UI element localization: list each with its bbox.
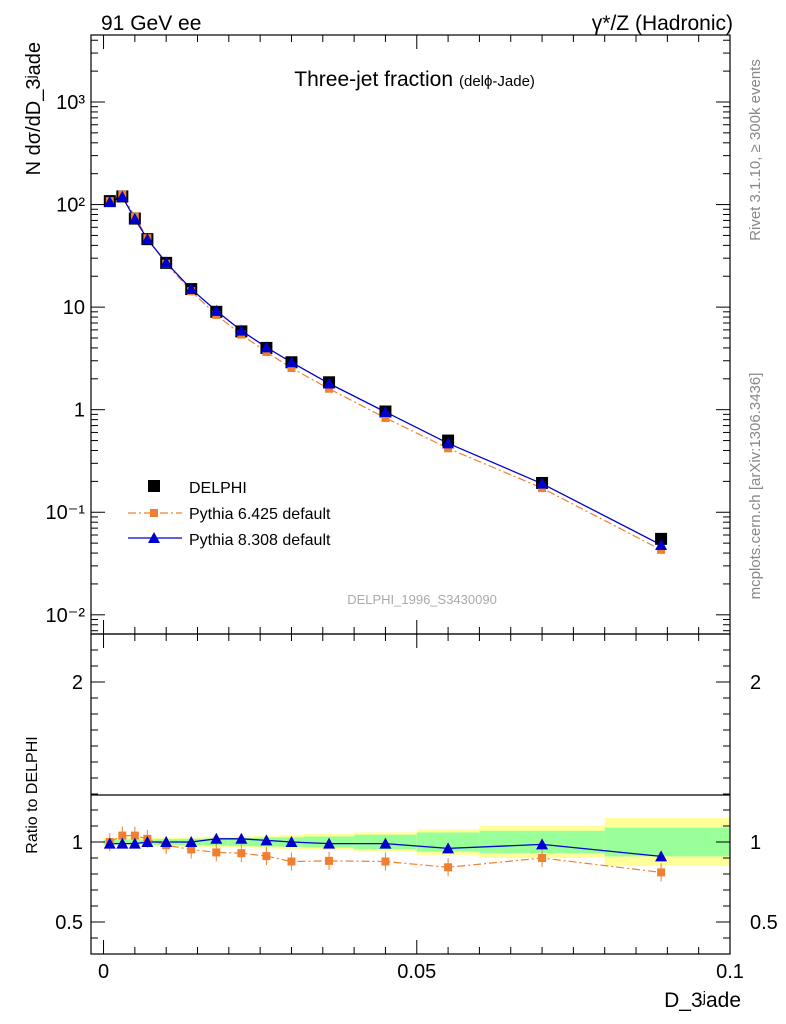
x-tick-label: 0.1 <box>716 961 744 983</box>
ratio-point-pythia8 <box>285 836 298 847</box>
data-point-pythia6 <box>287 363 296 372</box>
ratio-point-pythia6 <box>237 849 246 858</box>
legend-label-delphi: DELPHI <box>189 480 247 497</box>
ratio-point-pythia8 <box>116 837 129 849</box>
data-point-pythia8 <box>185 283 198 295</box>
rivet-version-label: Rivet 3.1.10, ≥ 300k events <box>747 59 764 241</box>
legend-label-pythia6: Pythia 6.425 default <box>189 506 331 523</box>
data-point-pythia8 <box>323 377 336 389</box>
ratio-y-tick-label: 2 <box>72 672 83 694</box>
y-tick-label: 10² <box>56 195 85 217</box>
data-point-pythia8 <box>260 341 273 353</box>
ratio-bands <box>103 818 730 866</box>
ratio-point-pythia6 <box>187 845 196 854</box>
x-tick-label: 0 <box>98 961 109 983</box>
ratio-point-pythia8 <box>103 837 116 849</box>
ratio-point-pythia8 <box>141 836 154 847</box>
ratio-axes: 0.5 0.5 1 1 2 2 0 0.05 0.1 <box>55 634 778 983</box>
ratio-point-pythia8 <box>379 837 392 849</box>
data-point-pythia6 <box>325 384 334 393</box>
ratio-panel: 0.5 0.5 1 1 2 2 0 0.05 0.1 Ratio to DELPHI D_3ʲa… <box>24 633 778 1012</box>
ratio-point-pythia8 <box>210 832 223 844</box>
ratio-point-pythia8 <box>128 837 141 849</box>
header-left: 91 GeV ee <box>101 12 201 35</box>
ratio-y-tick-label-right: 0.5 <box>750 912 778 934</box>
ratio-point-pythia6 <box>657 868 666 877</box>
legend-marker-pythia8 <box>148 532 160 543</box>
watermark: DELPHI_1996_S3430090 <box>347 592 497 607</box>
ratio-point-pythia6 <box>444 863 453 872</box>
ratio-y-tick-label-right: 1 <box>750 832 761 854</box>
legend-marker-delphi <box>148 480 160 492</box>
x-tick-label: 0.05 <box>397 961 436 983</box>
ratio-y-tick-label: 0.5 <box>55 912 83 934</box>
mcplots-label: mcplots.cern.ch [arXiv:1306.3436] <box>747 373 764 600</box>
ratio-band-green <box>604 827 730 857</box>
main-panel: Three-jet fraction (delϕ-Jade) N dσ/dD_3… <box>23 34 731 635</box>
y-tick-label: 1 <box>74 400 85 422</box>
data-point-pythia8 <box>379 405 392 417</box>
data-point-delphi <box>655 532 668 545</box>
data-point-pythia8 <box>536 477 549 489</box>
ratio-point-pythia6 <box>287 857 296 866</box>
data-point-pythia8 <box>116 190 129 202</box>
ratio-point-pythia8 <box>235 832 248 844</box>
data-point-pythia8 <box>103 195 116 207</box>
ratio-point-pythia8 <box>185 836 198 847</box>
data-point-pythia8 <box>235 324 248 336</box>
chart-title: Three-jet fraction <box>294 68 453 91</box>
ratio-point-pythia6 <box>325 856 334 865</box>
ratio-point-pythia8 <box>442 842 455 854</box>
main-frame <box>90 34 731 635</box>
ratio-series <box>103 826 668 882</box>
data-point-pythia8 <box>442 437 455 449</box>
ratio-point-pythia6 <box>381 857 390 866</box>
x-axis-label: D_3ʲade <box>664 989 741 1012</box>
ratio-point-pythia8 <box>323 837 336 849</box>
data-point-pythia8 <box>285 356 298 368</box>
y-tick-label: 10 <box>63 297 85 319</box>
y-tick-label: 10⁻² <box>46 605 86 627</box>
y-tick-label: 10⁻¹ <box>46 502 86 524</box>
ratio-point-pythia8 <box>260 834 273 846</box>
data-point-pythia6 <box>381 413 390 422</box>
ratio-point-pythia6 <box>130 831 139 840</box>
ratio-point-pythia8 <box>160 836 173 847</box>
data-point-pythia8 <box>655 538 668 550</box>
ratio-y-tick-label: 1 <box>72 832 83 854</box>
ratio-frame <box>90 633 731 955</box>
data-point-pythia8 <box>210 304 223 316</box>
y-axis-label: N dσ/dD_3ʲade <box>23 42 45 175</box>
ratio-point-pythia8 <box>655 850 668 862</box>
main-series <box>103 190 668 554</box>
data-point-pythia8 <box>141 233 154 245</box>
data-point-pythia6 <box>444 444 453 453</box>
ratio-y-axis-label: Ratio to DELPHI <box>24 736 41 853</box>
main-axes: 10⁻² 10⁻¹ 1 10 10² 10³ <box>46 35 731 634</box>
legend-label-pythia8: Pythia 8.308 default <box>189 532 331 549</box>
chart-subtitle: (delϕ-Jade) <box>459 73 535 90</box>
y-tick-label: 10³ <box>56 92 85 114</box>
ratio-point-pythia6 <box>118 831 127 840</box>
data-point-pythia8 <box>160 256 173 268</box>
ratio-point-pythia6 <box>212 848 221 857</box>
legend-marker-pythia6 <box>150 509 158 517</box>
data-point-pythia8 <box>128 212 141 224</box>
ratio-point-pythia8 <box>536 838 549 850</box>
header-right: γ*/Z (Hadronic) <box>592 12 733 35</box>
ratio-point-pythia6 <box>538 854 547 862</box>
ratio-y-tick-label-right: 2 <box>750 672 761 694</box>
ratio-point-pythia6 <box>262 852 271 861</box>
legend: DELPHI Pythia 6.425 default Pythia 8.308… <box>128 480 331 549</box>
